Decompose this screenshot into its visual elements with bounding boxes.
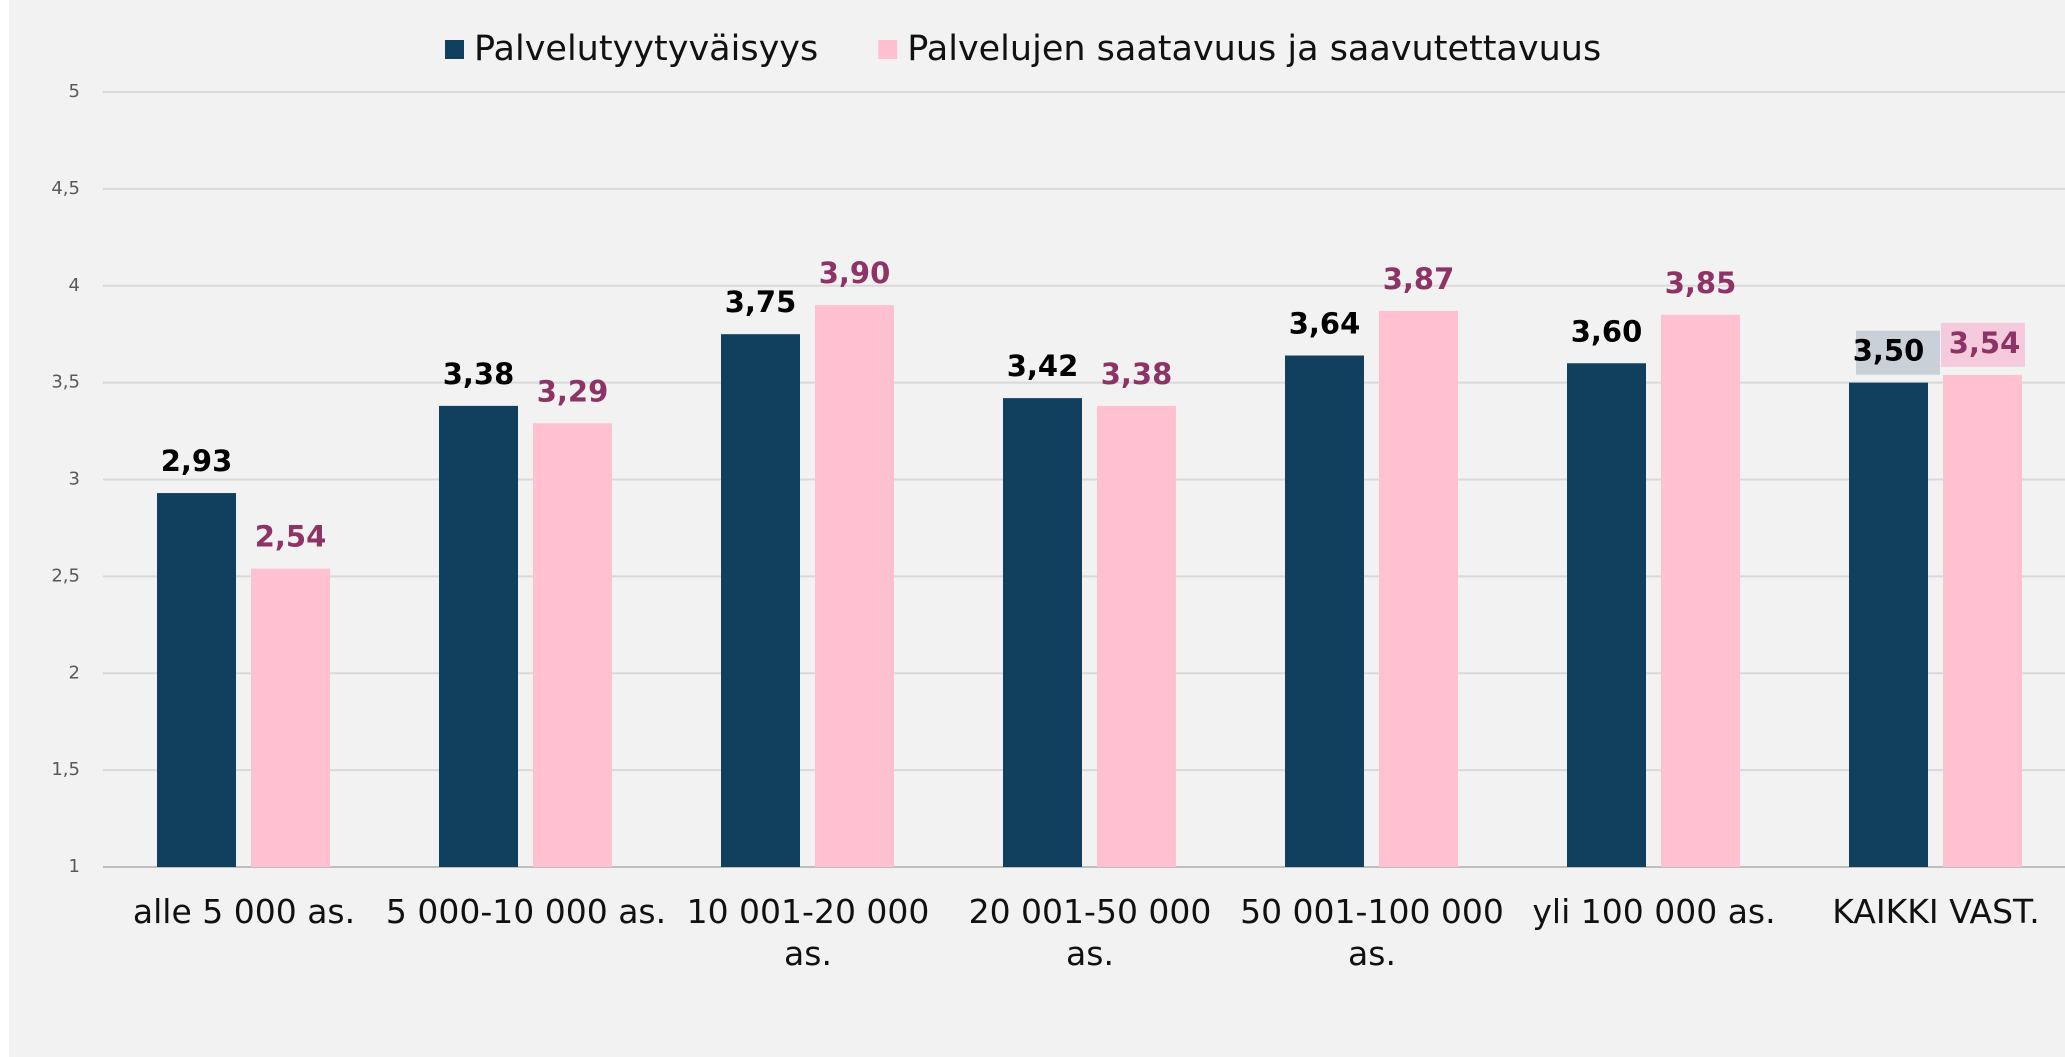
y-tick-label: 3,5 xyxy=(51,372,80,393)
value-label: 2,54 xyxy=(255,520,327,554)
bar xyxy=(815,305,894,867)
x-tick-label: 10 001-20 000 as. xyxy=(686,892,930,973)
bar xyxy=(533,423,612,867)
value-label: 3,75 xyxy=(725,285,797,319)
legend-label: Palvelujen saatavuus ja saavutettavuus xyxy=(907,29,1601,69)
bar xyxy=(1943,374,2022,867)
value-label: 3,38 xyxy=(443,357,515,391)
bar xyxy=(251,568,330,867)
label-highlight xyxy=(1941,322,2025,367)
value-label: 3,29 xyxy=(537,374,609,408)
x-tick-label: yli 100 000 as. xyxy=(1532,892,1776,931)
value-label: 2,93 xyxy=(161,444,233,478)
bar xyxy=(157,493,236,867)
legend-label: Palvelutyytyväisyys xyxy=(474,29,818,69)
bar xyxy=(1003,398,1082,867)
value-label: 3,42 xyxy=(1007,349,1079,383)
y-tick-label: 5 xyxy=(69,81,80,102)
bar xyxy=(439,405,518,867)
value-label: 3,64 xyxy=(1289,307,1361,341)
value-label: 3,54 xyxy=(1949,326,2021,360)
value-label: 3,60 xyxy=(1571,314,1643,348)
bar xyxy=(1097,405,1176,867)
bar xyxy=(1849,382,1928,867)
value-label: 3,38 xyxy=(1101,357,1173,391)
x-tick-label: 50 001-100 000 as. xyxy=(1240,892,1504,973)
bar xyxy=(1379,310,1458,867)
bar xyxy=(1285,355,1364,867)
y-tick-label: 4,5 xyxy=(51,178,80,199)
x-tick-label: alle 5 000 as. xyxy=(132,892,356,931)
y-tick-label: 1 xyxy=(69,856,80,877)
y-tick-label: 2,5 xyxy=(51,565,80,586)
value-label: 3,87 xyxy=(1383,262,1455,296)
bar xyxy=(1567,363,1646,867)
value-label: 3,50 xyxy=(1853,334,1925,368)
y-tick-label: 2 xyxy=(69,662,80,683)
value-label: 3,85 xyxy=(1665,266,1737,300)
bar xyxy=(1661,314,1740,867)
y-tick-label: 3 xyxy=(69,469,80,490)
legend-swatch xyxy=(445,40,464,59)
x-tick-label: 20 001-50 000 as. xyxy=(968,892,1212,973)
bar xyxy=(721,334,800,867)
value-label: 3,90 xyxy=(819,256,891,290)
y-tick-label: 4 xyxy=(69,275,80,296)
legend-swatch xyxy=(878,40,898,59)
x-tick-label: KAIKKI VAST. xyxy=(1832,892,2040,931)
y-tick-label: 1,5 xyxy=(51,759,80,780)
x-tick-label: 5 000-10 000 as. xyxy=(385,892,667,931)
label-highlight xyxy=(1856,330,1940,375)
